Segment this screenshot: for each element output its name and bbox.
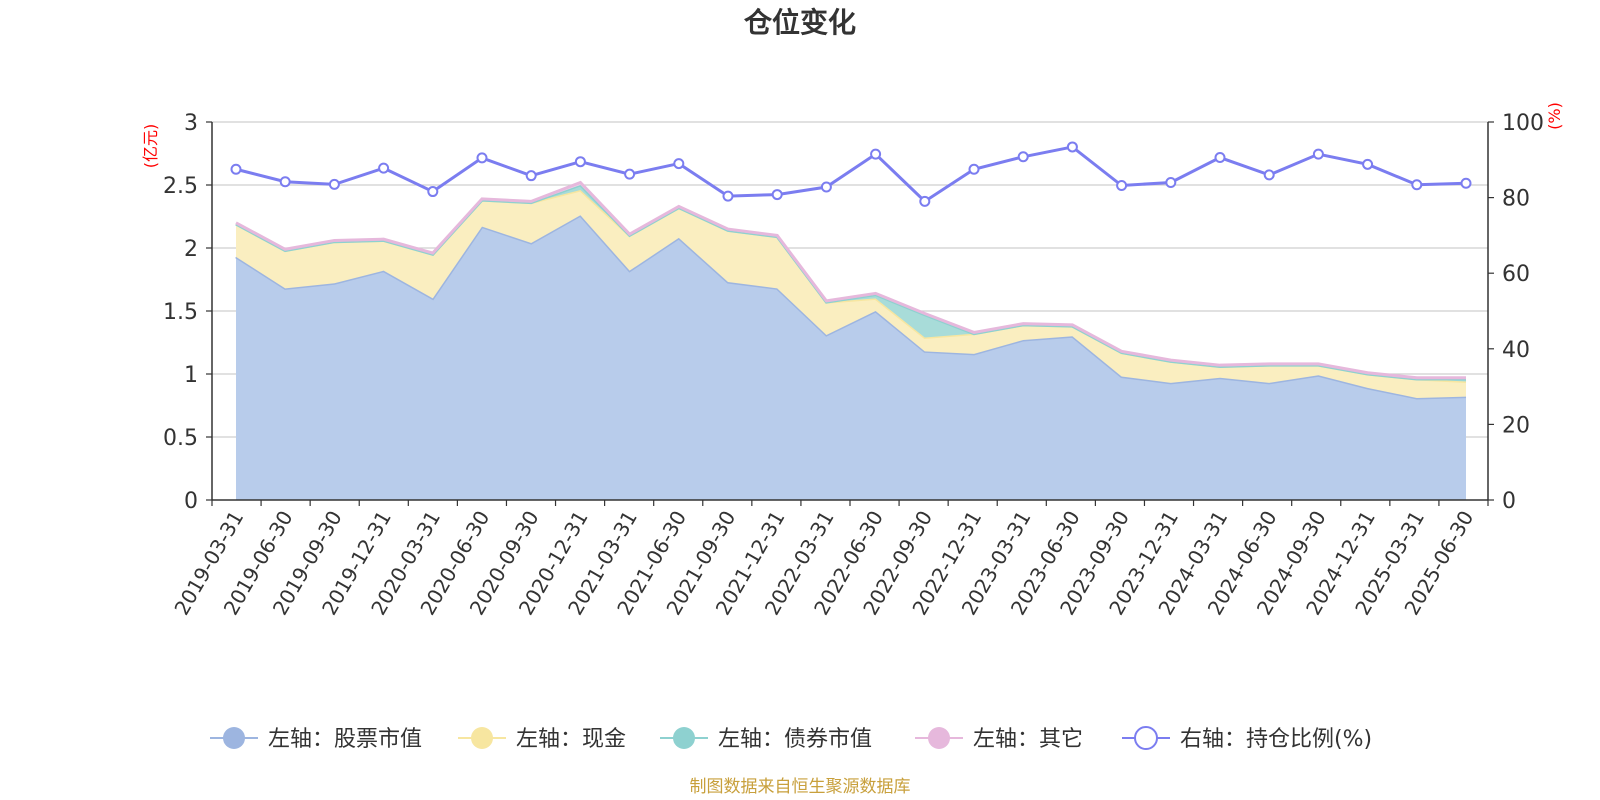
ratio-point	[1066, 141, 1078, 153]
ratio-point	[1116, 180, 1128, 192]
right-axis-tick-label: 0	[1502, 489, 1516, 514]
ratio-point	[1411, 179, 1423, 191]
area-series	[235, 180, 1467, 501]
left-axis-tick-label: 1.5	[163, 300, 198, 325]
left-axis-unit: (亿元)	[141, 124, 160, 169]
right-axis-unit: (%)	[1545, 102, 1564, 130]
ratio-point	[1263, 169, 1275, 181]
area-fill	[236, 190, 1466, 398]
ratio-line-series	[230, 141, 1472, 207]
legend-label: 右轴：持仓比例(%)	[1180, 727, 1372, 752]
ratio-point	[1312, 148, 1324, 160]
ratio-point	[722, 190, 734, 202]
ratio-point	[574, 156, 586, 168]
left-axis-tick-label: 2	[184, 237, 198, 262]
ratio-point	[673, 158, 685, 170]
area-edge-line	[235, 180, 1466, 380]
legend-marker	[1134, 726, 1158, 750]
left-axis-tick-label: 3	[184, 111, 198, 136]
ratio-point	[624, 168, 636, 180]
legend-label: 左轴：债券市值	[718, 727, 872, 752]
ratio-line	[235, 145, 1467, 204]
legend-marker	[673, 727, 695, 749]
right-axis-tick-label: 80	[1502, 187, 1530, 212]
ratio-point	[525, 170, 537, 182]
left-axis-tick-label: 0.5	[163, 426, 198, 451]
ratio-point	[378, 162, 390, 174]
right-axis-tick-label: 100	[1502, 111, 1544, 136]
left-axis-tick-label: 2.5	[163, 174, 198, 199]
ratio-point	[1017, 151, 1029, 163]
ratio-point	[328, 178, 340, 190]
ratio-point	[1362, 158, 1374, 170]
legend-marker	[223, 727, 245, 749]
chart-title: 仓位变化	[744, 6, 856, 39]
right-axis-tick-label: 20	[1502, 413, 1530, 438]
ratio-point	[870, 148, 882, 160]
ratio-point	[476, 152, 488, 164]
left-axis-tick-label: 1	[184, 363, 198, 388]
ratio-point	[968, 163, 980, 175]
ratio-point	[279, 176, 291, 188]
legend-marker	[928, 727, 950, 749]
ratio-point	[771, 189, 783, 201]
ratio-point	[1214, 152, 1226, 164]
ratio-point	[820, 181, 832, 193]
right-axis-tick-label: 60	[1502, 262, 1530, 287]
legend-label: 左轴：股票市值	[268, 727, 422, 752]
area-fill	[236, 215, 1466, 501]
legend-label: 左轴：其它	[973, 727, 1083, 752]
legend-marker	[471, 727, 493, 749]
left-axis-tick-label: 0	[184, 489, 198, 514]
legend: 左轴：股票市值 左轴：现金 左轴：债券市值 左轴：其它 右轴：持仓比例(%)	[210, 726, 1372, 752]
ratio-point	[427, 186, 439, 198]
ratio-point	[919, 195, 931, 207]
legend-label: 左轴：现金	[516, 727, 626, 752]
ratio-point	[1165, 176, 1177, 188]
ratio-point	[230, 163, 242, 175]
right-axis-tick-label: 40	[1502, 338, 1530, 363]
ratio-point	[1460, 177, 1472, 189]
data-source-note: 制图数据来自恒生聚源数据库	[690, 777, 911, 797]
